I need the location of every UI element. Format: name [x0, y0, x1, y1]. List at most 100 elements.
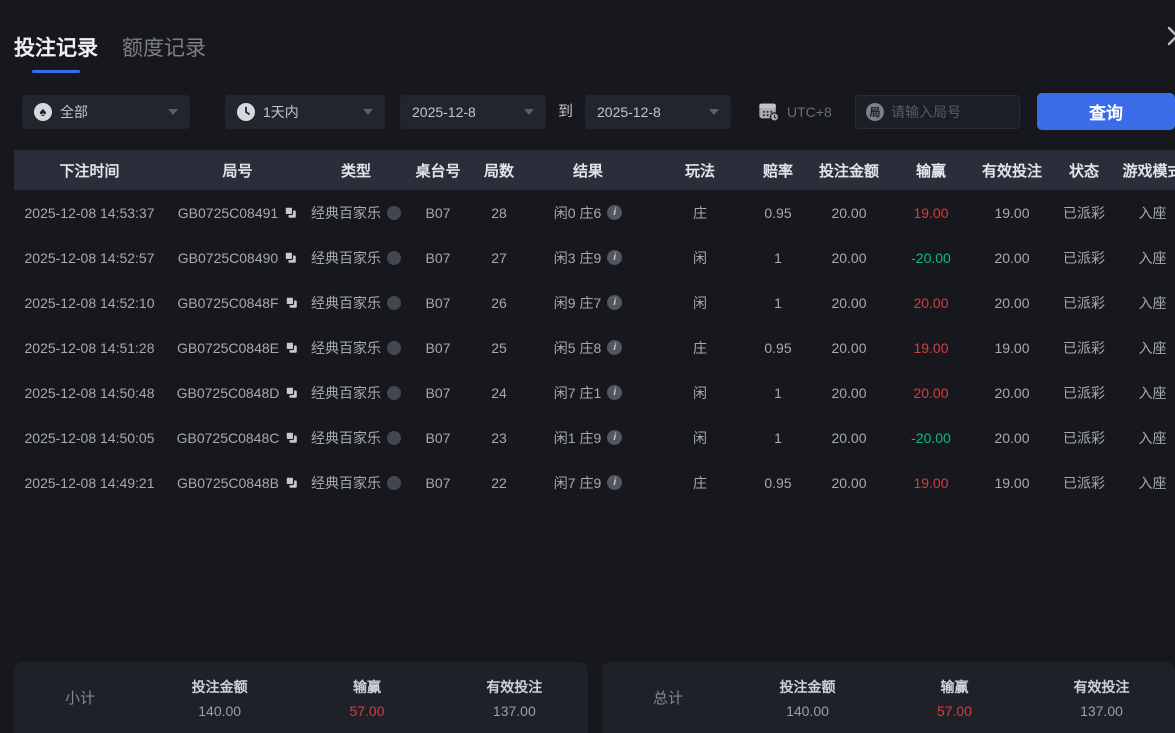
cell-odds: 1 [774, 249, 782, 266]
table-body: 2025-12-08 14:53:37 GB0725C08491 经典百家乐 B… [14, 190, 1175, 505]
cell-valid-bet: 20.00 [994, 384, 1030, 401]
active-tab-underline [32, 70, 80, 73]
table-row: 2025-12-08 14:49:21 GB0725C0848B 经典百家乐 B… [14, 460, 1175, 505]
total-valid-bet: 有效投注 137.00 [1028, 677, 1175, 719]
cell-round-id: GB0725C0848E [165, 340, 310, 356]
info-icon[interactable]: i [607, 475, 623, 490]
header-bet-amount: 投注金额 [818, 162, 879, 180]
query-button[interactable]: 查询 [1037, 93, 1175, 130]
cell-table-no: B07 [425, 339, 451, 356]
cell-game-type: 经典百家乐 [310, 203, 402, 223]
cell-round-count: 27 [491, 249, 507, 266]
copy-icon[interactable] [285, 386, 298, 399]
table-header: 下注时间 局号 类型 桌台号 局数 结果 玩法 赔率 投注金额 输赢 有效投注 … [14, 150, 1175, 190]
cell-bet-amount: 20.00 [831, 294, 867, 311]
cell-round-id: GB0725C08491 [165, 205, 310, 221]
cell-game-type: 经典百家乐 [310, 428, 402, 448]
total-bet-label: 投注金额 [779, 678, 836, 695]
cell-valid-bet: 20.00 [994, 249, 1030, 266]
header-result: 结果 [572, 162, 603, 180]
total-winloss-label: 输赢 [940, 678, 969, 695]
cell-odds: 0.95 [764, 339, 792, 356]
total-bet-amount: 投注金额 140.00 [734, 677, 881, 719]
query-button-label: 查询 [1089, 104, 1123, 123]
cell-valid-bet: 20.00 [994, 429, 1030, 446]
tab-betting-records[interactable]: 投注记录 [14, 32, 98, 73]
cell-win-loss: 20.00 [913, 384, 949, 401]
copy-icon[interactable] [285, 476, 298, 489]
game-type-value: 全部 [60, 104, 88, 120]
cell-game-type: 经典百家乐 [310, 338, 402, 358]
copy-icon[interactable] [284, 251, 297, 264]
info-icon[interactable]: i [607, 295, 623, 310]
close-icon[interactable] [1163, 22, 1175, 50]
subtotal-bet-value: 140.00 [198, 702, 242, 719]
cell-round-id: GB0725C08490 [165, 250, 310, 266]
cell-round-id: GB0725C0848C [165, 430, 310, 446]
cell-bet-time: 2025-12-08 14:51:28 [24, 339, 155, 356]
info-icon[interactable]: i [607, 205, 623, 220]
cell-result: 闲5 庄8 i [524, 338, 652, 358]
subtotal-bet-amount: 投注金额 140.00 [146, 677, 293, 719]
date-range-to-label: 到 [558, 103, 574, 120]
round-id-text: GB0725C0848F [177, 294, 279, 311]
cell-game-type: 经典百家乐 [310, 293, 402, 313]
date-to-picker[interactable]: 2025-12-8 [585, 95, 731, 129]
round-id-text: GB0725C0848C [176, 429, 280, 446]
table-row: 2025-12-08 14:50:48 GB0725C0848D 经典百家乐 B… [14, 370, 1175, 415]
time-range-value: 1天内 [263, 104, 299, 120]
cell-status: 已派彩 [1063, 204, 1105, 221]
copy-icon[interactable] [284, 206, 297, 219]
round-id-text: GB0725C08490 [177, 249, 279, 266]
cell-table-no: B07 [425, 204, 451, 221]
bet-records-table: 下注时间 局号 类型 桌台号 局数 结果 玩法 赔率 投注金额 输赢 有效投注 … [14, 150, 1175, 505]
game-type-text: 经典百家乐 [311, 474, 381, 491]
date-from-picker[interactable]: 2025-12-8 [400, 95, 546, 129]
info-icon[interactable]: i [607, 430, 623, 445]
cell-bet-amount: 20.00 [831, 249, 867, 266]
cell-result: 闲3 庄9 i [524, 248, 652, 268]
info-icon[interactable]: i [607, 250, 623, 265]
tab-quota-records[interactable]: 额度记录 [122, 32, 206, 73]
cell-valid-bet: 19.00 [994, 339, 1030, 356]
game-type-text: 经典百家乐 [311, 294, 381, 311]
cell-result: 闲0 庄6 i [524, 203, 652, 223]
game-type-badge-icon [387, 385, 401, 400]
header-game-type: 类型 [340, 162, 371, 180]
game-type-badge-icon [387, 340, 401, 355]
subtotal-valid-label: 有效投注 [486, 678, 543, 695]
cell-valid-bet: 20.00 [994, 294, 1030, 311]
cell-round-count: 24 [491, 384, 507, 401]
cell-status: 已派彩 [1063, 429, 1105, 446]
result-text: 闲7 庄9 [553, 474, 602, 491]
cell-game-mode: 入座 [1138, 384, 1167, 401]
cell-game-type: 经典百家乐 [310, 248, 402, 268]
cell-result: 闲7 庄1 i [524, 383, 652, 403]
cell-round-count: 28 [491, 204, 507, 221]
game-type-text: 经典百家乐 [311, 204, 381, 221]
time-range-dropdown[interactable]: 1天内 [225, 95, 385, 129]
cell-bet-amount: 20.00 [831, 339, 867, 356]
spade-icon: ♠ [34, 103, 52, 121]
tab-betting-records-label: 投注记录 [14, 37, 98, 60]
info-icon[interactable]: i [607, 385, 623, 400]
cell-bet-amount: 20.00 [831, 429, 867, 446]
cell-table-no: B07 [425, 294, 451, 311]
round-id-text: GB0725C08491 [177, 204, 279, 221]
copy-icon[interactable] [285, 431, 298, 444]
info-icon[interactable]: i [607, 340, 623, 355]
cell-bet-amount: 20.00 [831, 474, 867, 491]
copy-icon[interactable] [285, 296, 298, 309]
subtotal-winloss-value: 57.00 [349, 702, 385, 719]
copy-icon[interactable] [285, 341, 298, 354]
subtotal-valid-value: 137.00 [492, 702, 536, 719]
round-search-input[interactable] [891, 104, 1009, 120]
result-text: 闲3 庄9 [553, 249, 602, 266]
cell-bet-amount: 20.00 [831, 204, 867, 221]
total-valid-value: 137.00 [1080, 702, 1123, 719]
subtotal-panel: 小计 投注金额 140.00 输赢 57.00 有效投注 137.00 [14, 662, 588, 733]
date-to-value: 2025-12-8 [597, 104, 661, 120]
game-type-dropdown[interactable]: ♠ 全部 [22, 95, 190, 129]
cell-bet-time: 2025-12-08 14:49:21 [24, 474, 155, 491]
header-round-id: 局号 [222, 162, 253, 180]
